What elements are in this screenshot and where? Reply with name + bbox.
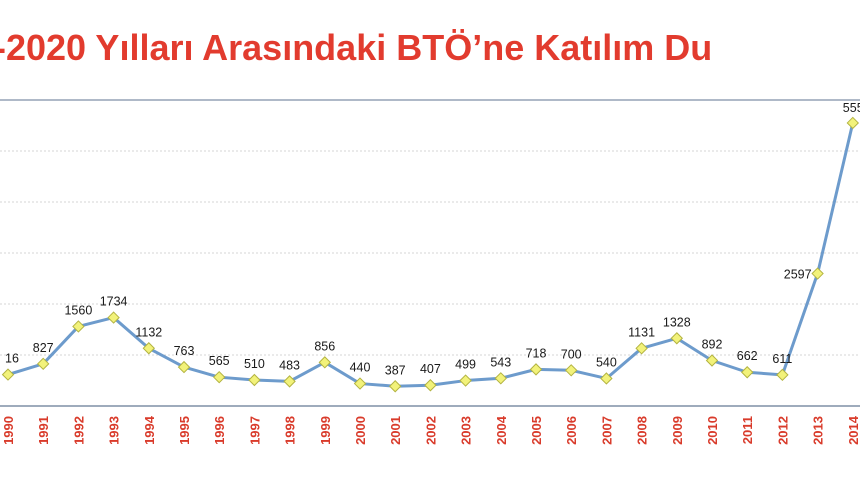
data-label: 387: [385, 363, 406, 377]
data-point-marker: [142, 342, 156, 355]
data-label: 483: [279, 358, 300, 372]
data-point-marker: [424, 379, 437, 392]
data-point-marker: [529, 363, 543, 376]
x-tick-label: 2009: [670, 416, 685, 445]
data-label: 611: [772, 352, 792, 366]
data-point-marker: [705, 354, 719, 367]
x-tick-label: 2002: [423, 416, 438, 445]
data-point-marker: [1, 368, 15, 381]
x-tick-label: 1990: [1, 416, 16, 445]
x-tick-labels: 1990 1991 1992 1993 1994 1995 1996 1997 1998 1999…: [1, 415, 860, 445]
data-label: 543: [490, 355, 511, 369]
data-point-marker: [212, 370, 226, 384]
data-label: 16: [5, 352, 19, 366]
x-tick-label: 2003: [459, 416, 474, 445]
x-tick-label: 2013: [811, 416, 826, 445]
data-label: 1734: [100, 295, 128, 309]
x-tick-label: 2000: [353, 416, 368, 445]
data-label: 763: [174, 344, 195, 358]
data-label: 2597: [784, 268, 812, 282]
x-tick-label: 2008: [635, 416, 650, 445]
data-point-marker: [635, 342, 648, 355]
data-label: 540: [596, 355, 617, 369]
data-point-marker: [353, 377, 367, 390]
data-point-marker: [846, 116, 860, 130]
grid-lines: [0, 99, 860, 356]
data-point-marker: [107, 311, 120, 324]
data-point-marker: [72, 320, 85, 333]
data-label: 565: [209, 354, 230, 368]
data-point-marker: [494, 372, 508, 385]
x-tick-label: 1993: [107, 416, 122, 445]
data-label: 407: [420, 362, 441, 376]
data-point-marker: [318, 356, 332, 369]
data-point-marker: [283, 375, 296, 388]
x-tick-label: 1991: [36, 416, 51, 445]
x-tick-label: 1992: [71, 416, 86, 445]
data-point-marker: [776, 368, 789, 382]
data-label: 510: [244, 357, 265, 371]
x-tick-label: 1994: [142, 415, 157, 445]
data-point-marker: [740, 366, 754, 379]
x-tick-label: 1995: [177, 416, 192, 445]
x-tick-label: 1999: [318, 416, 333, 445]
data-point-marker: [459, 374, 472, 387]
data-label: 499: [455, 358, 476, 372]
data-point-marker: [248, 373, 261, 387]
chart-title: -2020 Yılları Arasındaki BTÖ’ne Katılım …: [0, 27, 713, 68]
data-point-marker: [388, 380, 402, 393]
data-label: 662: [737, 349, 758, 363]
series-line: [7, 122, 855, 388]
data-label: 892: [702, 338, 723, 352]
data-label: 440: [350, 361, 371, 375]
x-tick-label: 2012: [775, 416, 790, 445]
data-label: 856: [314, 339, 335, 353]
data-point-marker: [564, 364, 578, 377]
data-point-marker: [811, 267, 824, 280]
x-tick-label: 1997: [247, 416, 262, 445]
data-label: 1560: [64, 303, 92, 317]
data-labels: 16 827 1560 1734 1132 763 565 510 483 856 440 387 40…: [5, 101, 860, 377]
data-label: 718: [526, 346, 547, 360]
data-point-marker: [177, 360, 191, 374]
data-label: 1131: [628, 325, 655, 339]
x-tick-label: 2006: [564, 416, 579, 445]
x-tick-label: 2005: [529, 416, 544, 445]
x-tick-label: 2001: [388, 416, 403, 445]
x-tick-label: 1998: [283, 416, 298, 445]
data-point-marker: [670, 332, 684, 345]
x-tick-label: 2010: [705, 416, 720, 445]
data-point-marker: [600, 372, 613, 385]
data-label: 700: [561, 347, 582, 361]
series-line-layer: [7, 122, 855, 388]
x-tick-label: 2014: [846, 415, 860, 445]
data-label: 1328: [663, 315, 691, 329]
x-tick-label: 1996: [212, 416, 227, 445]
data-label: 1132: [135, 325, 162, 339]
x-tick-label: 2007: [599, 416, 614, 445]
data-point-marker: [36, 357, 50, 371]
x-tick-label: 2011: [740, 416, 755, 444]
data-label: 555: [843, 101, 860, 115]
data-label: 827: [33, 341, 54, 355]
x-tick-label: 2004: [494, 415, 509, 445]
markers: [1, 116, 860, 393]
